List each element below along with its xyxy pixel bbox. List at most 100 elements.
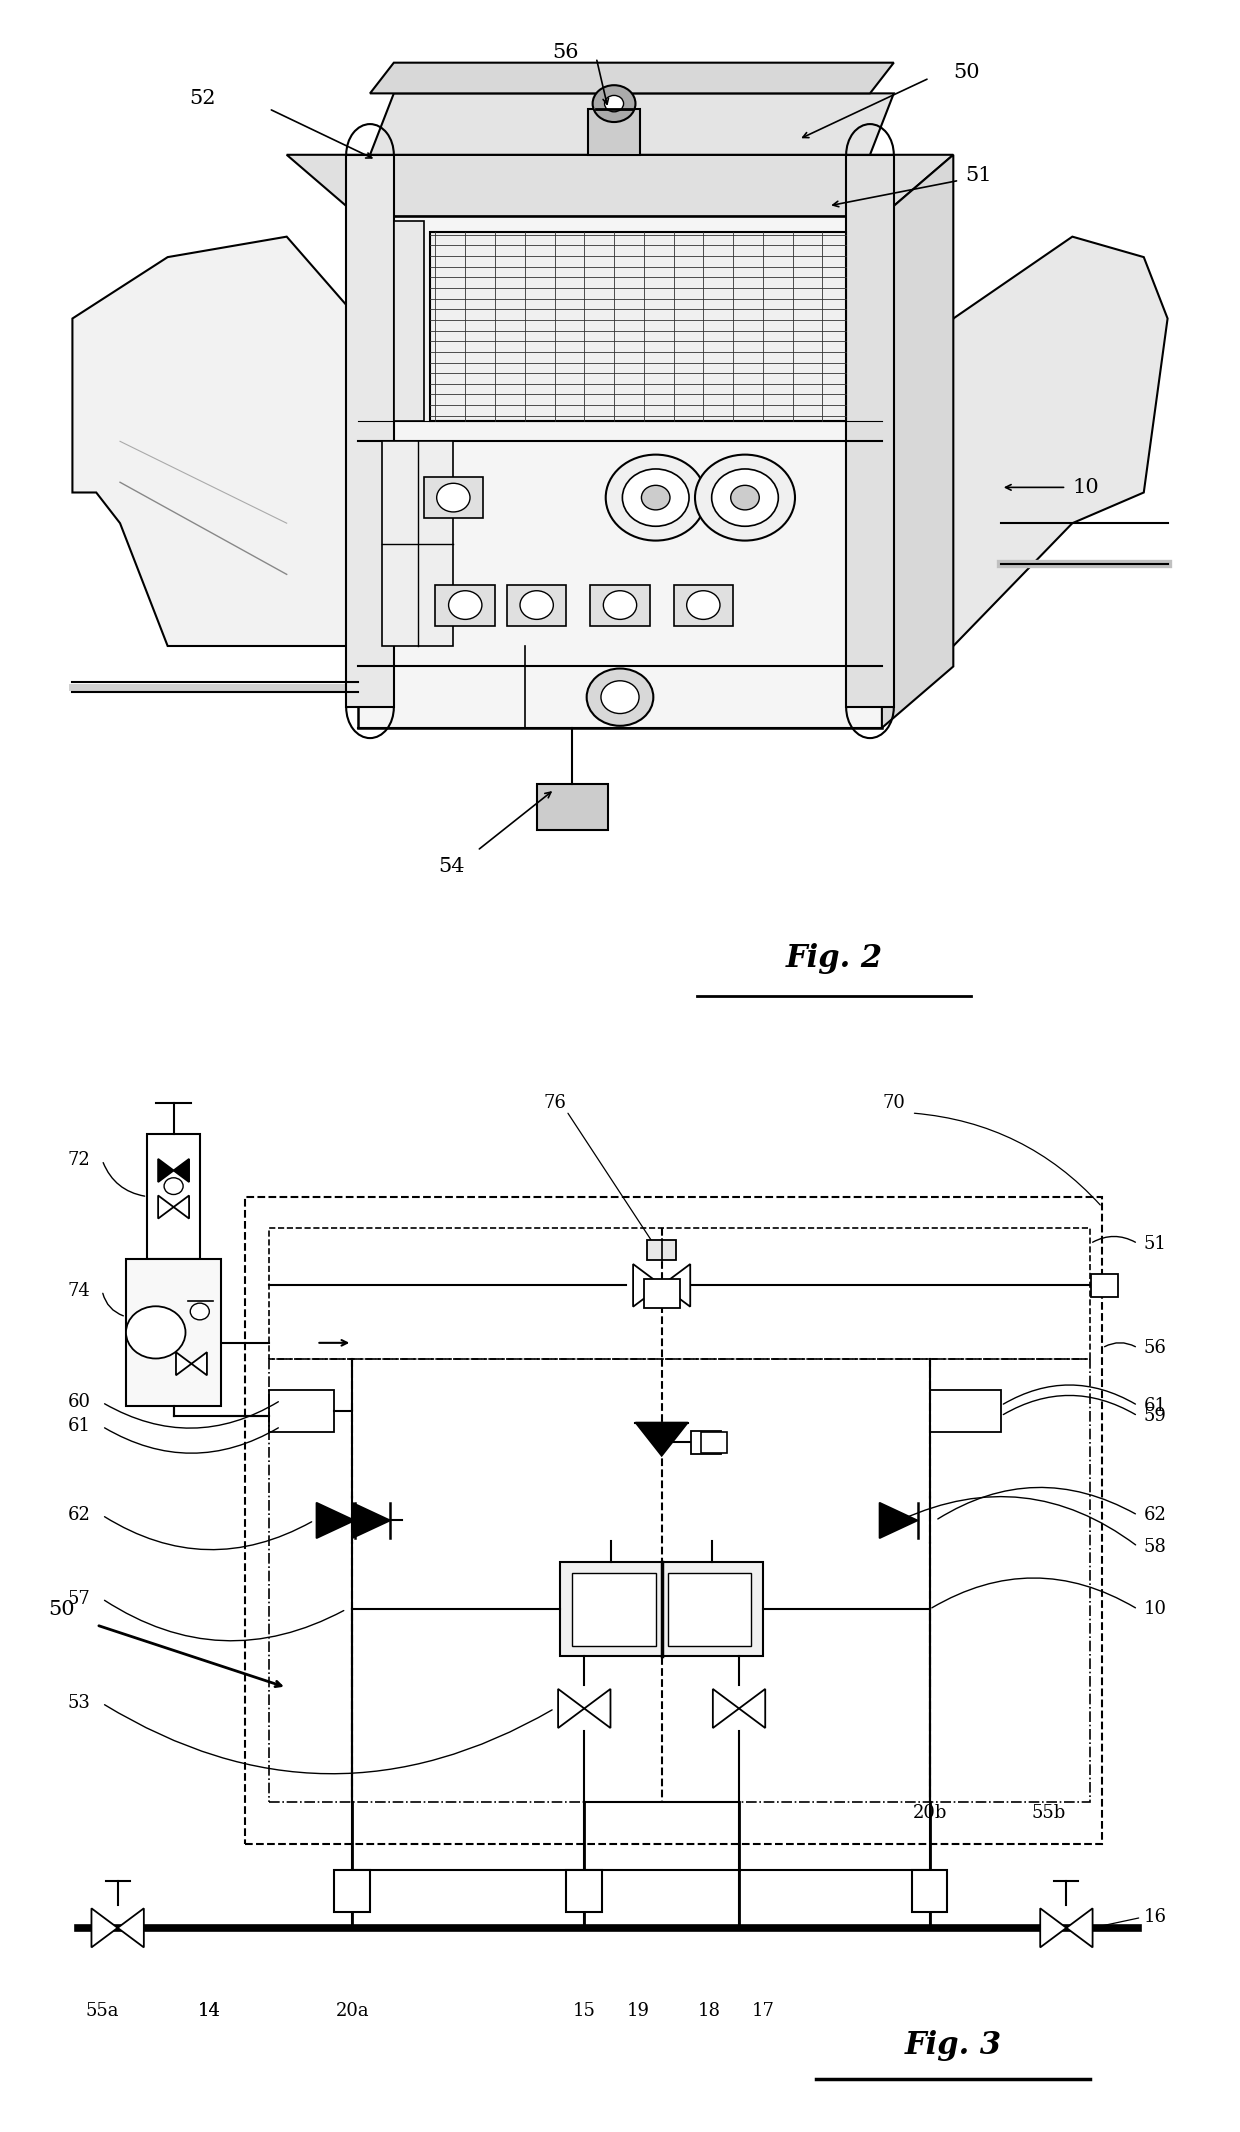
Bar xyxy=(1091,1275,1117,1296)
Text: 61: 61 xyxy=(67,1418,91,1435)
Polygon shape xyxy=(352,1503,391,1537)
Polygon shape xyxy=(370,94,894,156)
Text: 62: 62 xyxy=(1143,1505,1167,1524)
Circle shape xyxy=(520,591,553,620)
Polygon shape xyxy=(634,1264,662,1307)
Polygon shape xyxy=(882,156,954,727)
Circle shape xyxy=(164,1177,184,1194)
Bar xyxy=(573,1573,656,1646)
Polygon shape xyxy=(662,1264,691,1307)
Text: 10: 10 xyxy=(1073,478,1099,497)
Text: 50: 50 xyxy=(48,1599,76,1618)
Bar xyxy=(429,232,846,420)
Polygon shape xyxy=(739,1689,765,1729)
Circle shape xyxy=(449,591,482,620)
Circle shape xyxy=(587,669,653,725)
Polygon shape xyxy=(584,1689,610,1729)
Polygon shape xyxy=(713,1689,739,1729)
Bar xyxy=(246,1196,1102,1844)
Bar xyxy=(673,584,733,625)
Polygon shape xyxy=(159,1160,174,1181)
Text: 74: 74 xyxy=(67,1281,91,1301)
Circle shape xyxy=(694,454,795,542)
Polygon shape xyxy=(1040,1908,1066,1947)
Circle shape xyxy=(605,454,706,542)
Bar xyxy=(269,1228,1090,1358)
Text: 15: 15 xyxy=(573,2002,595,2021)
Circle shape xyxy=(687,591,720,620)
Circle shape xyxy=(436,484,470,512)
Polygon shape xyxy=(118,1908,144,1947)
Text: 55b: 55b xyxy=(1032,1804,1065,1823)
Circle shape xyxy=(593,85,635,122)
Text: 18: 18 xyxy=(698,2002,720,2021)
Text: 76: 76 xyxy=(543,1094,565,1111)
Text: 54: 54 xyxy=(439,857,465,876)
Circle shape xyxy=(605,96,624,111)
Circle shape xyxy=(604,591,636,620)
Text: 59: 59 xyxy=(1143,1407,1167,1424)
Polygon shape xyxy=(558,1689,584,1729)
Bar xyxy=(424,478,484,518)
Text: 55a: 55a xyxy=(86,2002,119,2021)
Circle shape xyxy=(730,486,759,510)
Bar xyxy=(382,441,454,646)
Circle shape xyxy=(641,486,670,510)
Polygon shape xyxy=(316,1503,355,1537)
Polygon shape xyxy=(92,1908,118,1947)
Text: 16: 16 xyxy=(1143,1908,1167,1927)
Polygon shape xyxy=(635,1422,688,1456)
Polygon shape xyxy=(882,237,1168,646)
Text: 70: 70 xyxy=(883,1094,905,1111)
Bar xyxy=(567,1870,603,1912)
Polygon shape xyxy=(346,156,394,708)
Text: 60: 60 xyxy=(67,1394,91,1411)
Bar xyxy=(435,584,495,625)
Polygon shape xyxy=(879,1503,918,1537)
Text: 51: 51 xyxy=(1143,1234,1167,1254)
Text: Fig. 2: Fig. 2 xyxy=(786,942,883,974)
Bar xyxy=(911,1870,947,1912)
Text: 17: 17 xyxy=(751,2002,774,2021)
Bar xyxy=(930,1390,1001,1433)
Bar xyxy=(667,1573,751,1646)
Text: 56: 56 xyxy=(552,43,578,62)
Text: 19: 19 xyxy=(626,2002,650,2021)
Text: 53: 53 xyxy=(67,1695,91,1712)
Polygon shape xyxy=(1066,1908,1092,1947)
Polygon shape xyxy=(191,1352,207,1375)
Text: 50: 50 xyxy=(954,64,980,83)
Text: 58: 58 xyxy=(1143,1537,1167,1556)
Bar xyxy=(588,109,640,156)
Text: 62: 62 xyxy=(67,1505,91,1524)
Polygon shape xyxy=(286,156,954,215)
Bar xyxy=(560,1563,763,1657)
Bar xyxy=(644,1279,680,1307)
Circle shape xyxy=(712,469,779,527)
Bar xyxy=(691,1431,720,1454)
Text: 72: 72 xyxy=(67,1151,91,1168)
Bar xyxy=(126,1260,221,1405)
Bar xyxy=(335,1870,370,1912)
Polygon shape xyxy=(370,62,894,94)
Polygon shape xyxy=(174,1160,188,1181)
Polygon shape xyxy=(72,237,358,646)
Bar xyxy=(647,1239,676,1260)
Text: 14: 14 xyxy=(198,2002,221,2021)
Circle shape xyxy=(622,469,689,527)
Text: 57: 57 xyxy=(67,1590,91,1608)
Bar xyxy=(701,1433,727,1452)
Text: 51: 51 xyxy=(965,166,992,185)
Text: 20b: 20b xyxy=(913,1804,946,1823)
Circle shape xyxy=(190,1303,210,1320)
Bar xyxy=(590,584,650,625)
Polygon shape xyxy=(358,215,882,727)
Text: 14: 14 xyxy=(198,2002,221,2021)
Bar xyxy=(537,785,608,829)
Text: 56: 56 xyxy=(1143,1339,1167,1358)
Text: Fig. 3: Fig. 3 xyxy=(905,2030,1002,2062)
Bar xyxy=(269,1358,1090,1802)
Polygon shape xyxy=(174,1196,188,1220)
Bar xyxy=(269,1390,335,1433)
Bar xyxy=(394,222,424,420)
